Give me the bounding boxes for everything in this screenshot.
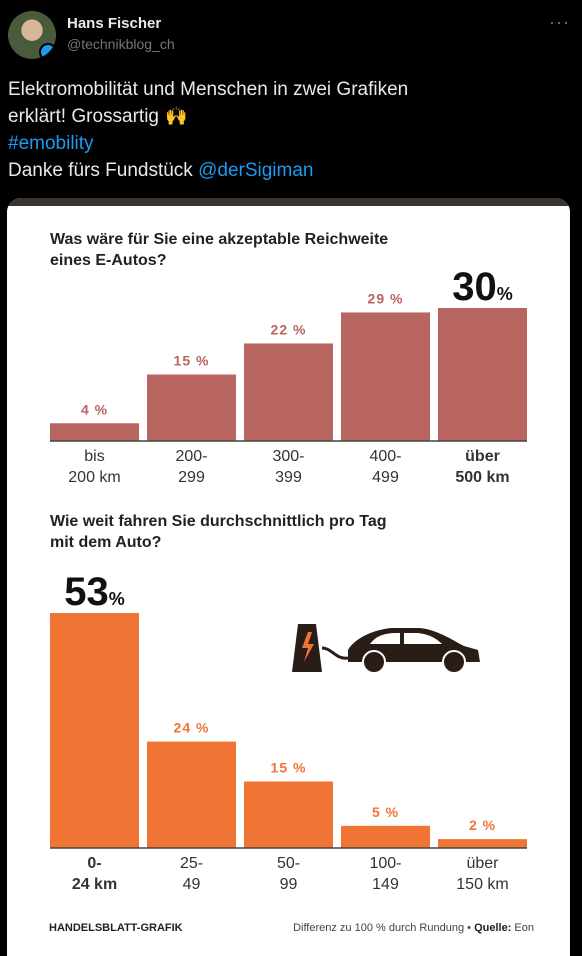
charts-svg: Was wäre für Sie eine akzeptable Reichwe… [50, 231, 527, 893]
graphic-credit: HANDELSBLATT-GRAFIK [49, 922, 183, 934]
chart-1-highlight-label: 30% [452, 265, 513, 309]
chart-1-category-label-1-2: 200 km [68, 469, 120, 486]
chart-2-category-label-1-1: 0- [87, 855, 101, 872]
chart-1-value-label-4: 29 % [368, 290, 404, 306]
tweet-line-4-text: Danke fürs Fundstück [8, 160, 199, 181]
chart-1-category-label-4-1: 400- [369, 448, 401, 465]
chart-1-bar-4 [341, 312, 430, 441]
chart-2-category-label-5-1: über [466, 855, 499, 872]
chart-1-category-label-2-2: 299 [178, 469, 205, 486]
chart-2-bar-3 [244, 781, 333, 848]
chart-1-category-label-2-1: 200- [175, 448, 207, 465]
chart-1-bar-1 [50, 423, 139, 441]
chart-1-bar-5 [438, 308, 527, 441]
chart-1-bar-3 [244, 343, 333, 441]
chart-1-category-label-3-1: 300- [272, 448, 304, 465]
chart-1-value-label-1: 4 % [81, 401, 108, 417]
image-top-bar [7, 198, 570, 206]
chart-2-highlight-label: 53% [64, 570, 125, 614]
chart-2-value-label-4: 5 % [372, 804, 399, 820]
tweet-line-1: Elektromobilität und Menschen in zwei Gr… [8, 79, 409, 100]
chart-2-category-label-3-1: 50- [277, 855, 300, 872]
chart-1-category-label-5-2: 500 km [455, 469, 509, 486]
source-note: Differenz zu 100 % durch Rundung • Quell… [293, 922, 534, 934]
chart-1-title-line-2: eines E-Autos? [50, 252, 166, 269]
more-icon[interactable]: ··· [549, 12, 570, 32]
avatar[interactable] [8, 11, 56, 59]
chart-2-value-label-3: 15 % [271, 759, 307, 775]
chart-2-category-label-3-2: 99 [280, 876, 298, 893]
source-value: Eon [514, 922, 534, 934]
chart-2-value-label-2: 24 % [174, 720, 210, 736]
chart-2-bar-5 [438, 839, 527, 848]
chart-1-category-label-5-1: über [465, 448, 500, 465]
chart-1-category-label-4-2: 499 [372, 469, 399, 486]
tweet-text: Elektromobilität und Menschen in zwei Gr… [8, 76, 568, 184]
tweet-line-4: Danke fürs Fundstück @derSigiman [8, 157, 568, 184]
source-label: Quelle: [474, 922, 512, 934]
chart-2-category-label-1-2: 24 km [72, 876, 117, 893]
chart-2-title-line-1: Wie weit fahren Sie durchschnittlich pro… [50, 513, 387, 530]
chart-2-category-label-2-1: 25- [180, 855, 203, 872]
chart-2-bar-2 [147, 741, 236, 848]
mention-link[interactable]: @derSigiman [198, 160, 314, 181]
tweet-line-2: erklärt! Grossartig 🙌 [8, 103, 568, 130]
raising-hands-icon: 🙌 [164, 106, 188, 126]
chart-1-value-label-2: 15 % [174, 353, 210, 369]
chart-2-category-label-2-2: 49 [183, 876, 201, 893]
chart-1-category-label-3-2: 399 [275, 469, 302, 486]
user-handle[interactable]: @technikblog_ch [67, 36, 175, 52]
chart-2-category-label-4-1: 100- [369, 855, 401, 872]
user-name[interactable]: Hans Fischer [67, 15, 162, 32]
chart-1-value-label-3: 22 % [271, 321, 307, 337]
chart-2-category-label-5-2: 150 km [456, 876, 508, 893]
chart-2-value-label-5: 2 % [469, 817, 496, 833]
rounding-note: Differenz zu 100 % durch Rundung • [293, 922, 471, 934]
chart-2-category-label-4-2: 149 [372, 876, 399, 893]
chart-2-bar-1 [50, 613, 139, 848]
chart-2-title-line-2: mit dem Auto? [50, 534, 161, 551]
chart-1-category-label-1-1: bis [84, 448, 104, 465]
chart-2-bar-4 [341, 825, 430, 848]
tweet-line-2-text: erklärt! Grossartig [8, 106, 159, 127]
ev-charging-car-icon [292, 624, 480, 674]
hashtag-link[interactable]: #emobility [8, 133, 94, 154]
verified-badge-icon [39, 43, 56, 59]
chart-1-bar-2 [147, 374, 236, 441]
infographic-image[interactable]: Was wäre für Sie eine akzeptable Reichwe… [7, 198, 570, 956]
chart-1-title-line-1: Was wäre für Sie eine akzeptable Reichwe… [50, 231, 388, 248]
